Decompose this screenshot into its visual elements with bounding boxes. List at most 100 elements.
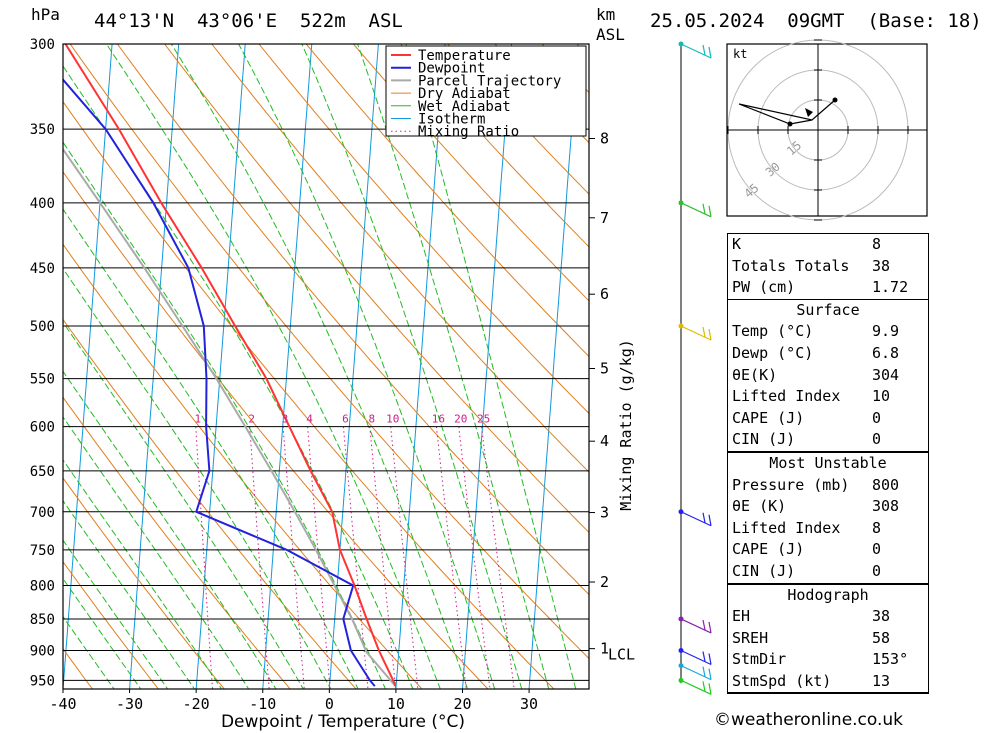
dry-adiabat-line [0, 6, 33, 698]
index-value: 1.72 [872, 278, 909, 297]
lcl-label: LCL [608, 645, 635, 663]
hodograph-point [787, 121, 793, 127]
dry-adiabat-line [305, 44, 589, 358]
legend-entry: Temperature [418, 48, 511, 64]
dry-adiabat-line [69, 44, 589, 660]
mixing-ratio-line [435, 426, 467, 689]
index-key: Lifted Index [732, 387, 841, 406]
location-title: 44°13'N 43°06'E 522m ASL [94, 10, 403, 32]
index-value: 6.8 [872, 343, 900, 362]
km-tick-label: 4 [600, 432, 609, 450]
mixing-ratio-line [369, 426, 397, 689]
x-tick-label: -20 [183, 695, 210, 713]
index-value: 0 [872, 540, 882, 559]
mixing-ratio-line [249, 426, 270, 689]
index-value: 0 [872, 408, 882, 427]
mixing-ratio-line [282, 426, 305, 689]
mixing-ratio-label: 25 [477, 413, 490, 426]
mixing-ratio-label: 1 [194, 413, 201, 426]
pressure-tick-label: 850 [30, 612, 55, 628]
surface-section: Surface Temp (°C) 9.9 Dewp (°C) 6.8 θE(K) 304 L… [727, 298, 929, 452]
km-tick-label: 8 [600, 129, 609, 147]
index-row: Lifted Index 8 [728, 518, 928, 540]
wet-adiabat-line [63, 458, 223, 689]
asl-label: ASL [596, 25, 625, 44]
index-value: 304 [872, 365, 900, 384]
index-key: CIN (J) [732, 430, 796, 449]
mixing-ratio-line [307, 426, 331, 689]
datetime-title: 25.05.2024 09GMT (Base: 18) [650, 10, 982, 32]
wind-level-dot [678, 509, 684, 515]
legend-entry: Parcel Trajectory [418, 73, 561, 89]
legend-entry: Wet Adiabat [418, 99, 511, 115]
index-key: Lifted Index [732, 518, 841, 537]
dry-adiabat-line [352, 44, 589, 302]
index-value: 38 [872, 607, 891, 626]
wind-barb [680, 679, 712, 695]
km-tick-label: 1 [600, 640, 609, 658]
wind-profile [678, 41, 712, 695]
mixing-ratio-line [390, 426, 419, 689]
index-row: Lifted Index 10 [728, 386, 928, 408]
index-row: EH 38 [728, 606, 928, 628]
mixing-ratio-line [342, 426, 369, 689]
index-row: SREH 58 [728, 628, 928, 650]
pressure-tick-label: 750 [30, 543, 55, 559]
pressure-tick-label: 550 [30, 372, 55, 388]
isotherm-line [528, 44, 579, 689]
index-value: 0 [872, 561, 882, 580]
index-value: 38 [872, 256, 891, 275]
wind-barb [680, 202, 712, 218]
index-value: 153° [872, 650, 909, 669]
index-row: θE(K) 304 [728, 365, 928, 387]
index-key: CIN (J) [732, 561, 796, 580]
index-row: CAPE (J) 0 [728, 539, 928, 561]
wet-adiabat-line [63, 615, 115, 689]
dry-adiabat-line [63, 396, 291, 689]
pressure-tick-label: 400 [30, 196, 55, 212]
index-key: PW (cm) [732, 278, 796, 297]
index-key: θE(K) [732, 365, 778, 384]
pressure-tick-label: 350 [30, 122, 55, 138]
index-key: CAPE (J) [732, 408, 805, 427]
km-label: km [596, 5, 616, 24]
x-axis-label: Dewpoint / Temperature (°C) [221, 712, 465, 732]
index-key: K [732, 235, 742, 253]
wet-adiabat-line [238, 44, 496, 689]
dry-adiabat-line [258, 44, 589, 415]
pressure-unit-label: hPa [31, 5, 60, 24]
dry-adiabat-line [163, 44, 589, 534]
pressure-tick-label: 300 [30, 37, 55, 53]
pressure-tick-label: 450 [30, 261, 55, 277]
wet-adiabat-line [170, 44, 469, 689]
index-row: CAPE (J) 0 [728, 408, 928, 430]
dry-adiabat-line [63, 100, 555, 689]
credit: ©weatheronline.co.uk [714, 710, 904, 730]
dry-adiabat-line [63, 477, 225, 689]
index-value: 8 [872, 518, 882, 537]
index-row: StmDir 153° [728, 649, 928, 671]
km-tick-label: 5 [600, 359, 609, 377]
wet-adiabat-line [63, 141, 387, 689]
temperature-line [64, 44, 397, 687]
wind-barb [680, 325, 712, 341]
index-row: Temp (°C) 9.9 [728, 321, 928, 343]
x-tick-label: 10 [387, 695, 405, 713]
index-row: Totals Totals 38 [728, 256, 928, 278]
x-tick-label: -30 [116, 695, 143, 713]
pressure-tick-label: 700 [30, 505, 55, 521]
dry-adiabat-line [116, 44, 589, 596]
hodograph-section: Hodograph EH 38 SREH 58 StmDir 153° StmSpd (kt)… [727, 583, 929, 694]
index-row: Dewp (°C) 6.8 [728, 343, 928, 365]
dry-adiabat-line [63, 318, 357, 689]
pressure-tick-label: 500 [30, 319, 55, 335]
dewpoint-line [63, 78, 376, 687]
km-tick-label: 7 [600, 209, 609, 227]
x-tick-label: -10 [249, 695, 276, 713]
index-value: 0 [872, 430, 882, 449]
index-value: 8 [872, 235, 882, 253]
